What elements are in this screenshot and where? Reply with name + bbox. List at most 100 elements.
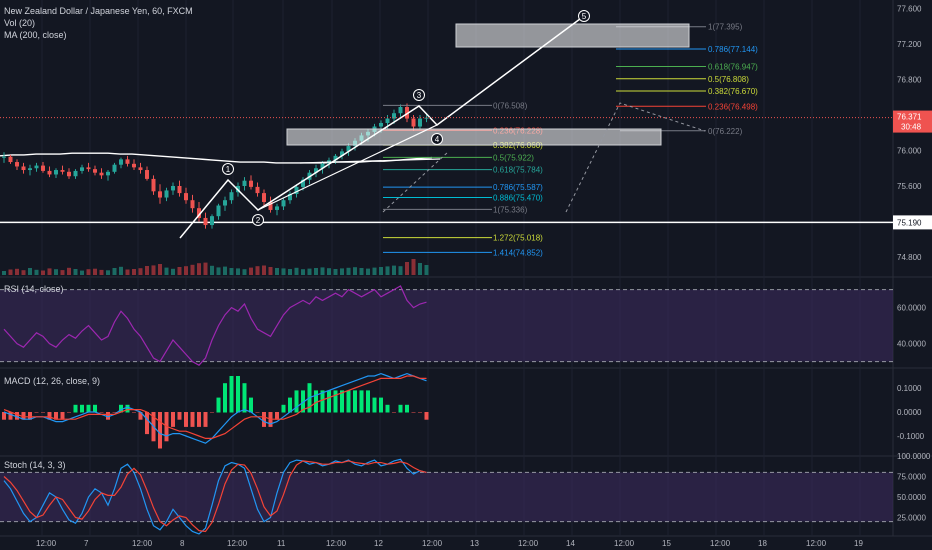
candle-body xyxy=(67,171,71,177)
candle-body xyxy=(320,163,325,169)
macd-histogram-bar xyxy=(398,404,403,413)
candle-body xyxy=(60,170,65,172)
candle-body xyxy=(34,165,39,169)
candle-body xyxy=(80,167,84,171)
macd-tick-label: 0.1000 xyxy=(897,384,922,393)
fib-level-label: 0.786(75.587) xyxy=(493,183,543,192)
fib-extension-label: 0(76.222) xyxy=(708,127,743,136)
macd-histogram-bar xyxy=(190,412,195,427)
macd-histogram-bar xyxy=(372,397,377,413)
volume-bar xyxy=(275,268,279,275)
stoch-tick-label: 75.0000 xyxy=(897,473,926,482)
fib-level-label: 1.414(74.852) xyxy=(493,248,543,257)
volume-bar xyxy=(405,262,409,275)
candle-body xyxy=(99,172,104,176)
volume-bar xyxy=(177,267,182,275)
candle-body xyxy=(275,206,279,210)
macd-histogram-bar xyxy=(80,404,84,413)
volume-bar xyxy=(281,268,286,275)
volume-bar xyxy=(359,268,364,275)
candle-body xyxy=(398,107,403,114)
candle-body xyxy=(28,168,32,171)
candle-body xyxy=(8,156,13,163)
macd-histogram-bar xyxy=(255,412,260,413)
stoch-tick-label: 100.0000 xyxy=(897,452,931,461)
candle-body xyxy=(15,162,19,167)
volume-bar xyxy=(15,268,19,275)
candle-body xyxy=(301,179,305,187)
macd-histogram-bar xyxy=(60,412,65,420)
volume-bar xyxy=(411,259,416,275)
volume-bar xyxy=(93,268,97,275)
candle-body xyxy=(2,156,6,158)
projection-dashed-line xyxy=(565,102,706,213)
volume-bar xyxy=(171,268,175,275)
ma-legend: MA (200, close) xyxy=(4,30,67,40)
candle-body xyxy=(177,186,182,194)
volume-bar xyxy=(112,268,117,275)
macd-histogram-bar xyxy=(346,390,351,413)
elliott-wave-path xyxy=(179,15,585,239)
macd-histogram-bar xyxy=(333,390,338,413)
macd-histogram-bar xyxy=(177,412,182,420)
macd-histogram-bar xyxy=(171,412,175,427)
fib-level-label: 1(75.336) xyxy=(493,205,528,214)
macd-histogram-bar xyxy=(418,412,422,413)
macd-histogram-bar xyxy=(301,390,305,413)
candle-body xyxy=(145,170,149,179)
time-tick-label: 12:00 xyxy=(36,539,57,548)
macd-histogram-bar xyxy=(99,412,104,413)
volume-bar xyxy=(99,269,104,275)
candle-body xyxy=(112,164,117,172)
fib-extension-label: 0.382(76.670) xyxy=(708,87,758,96)
candle-body xyxy=(314,168,318,173)
candle-body xyxy=(216,205,221,217)
time-tick-label: 12:00 xyxy=(710,539,731,548)
stoch-tick-label: 25.0000 xyxy=(897,514,926,523)
volume-bar xyxy=(385,266,390,275)
candle-body xyxy=(294,186,299,194)
fib-level-label: 0.886(75.470) xyxy=(493,194,543,203)
volume-bar xyxy=(80,270,84,275)
macd-histogram-bar xyxy=(405,404,409,413)
macd-histogram-bar xyxy=(86,404,91,413)
volume-bar xyxy=(2,271,6,275)
wave-label-circle xyxy=(252,214,264,226)
macd-histogram-bar xyxy=(353,390,357,413)
candle-body xyxy=(158,191,162,198)
macd-histogram-bar xyxy=(138,412,143,420)
candle-body xyxy=(86,167,91,170)
volume-bar xyxy=(229,268,234,275)
candle-body xyxy=(119,159,123,165)
candle-body xyxy=(21,166,26,171)
candle-body xyxy=(340,151,344,156)
macd-histogram-bar xyxy=(392,412,396,413)
volume-bar xyxy=(54,269,58,275)
volume-bar xyxy=(34,269,39,275)
volume-bar xyxy=(203,262,208,275)
volume-bar xyxy=(255,266,260,275)
volume-bar xyxy=(372,267,377,275)
candle-body xyxy=(333,155,338,161)
fib-level-label: 0.382(76.060) xyxy=(493,141,543,150)
macd-histogram-bar xyxy=(379,397,383,413)
candle-body xyxy=(138,167,143,171)
time-tick-label: 13 xyxy=(470,539,479,548)
macd-histogram-bar xyxy=(145,412,149,435)
fib-level-label: 1.272(75.018) xyxy=(493,234,543,243)
stoch-k-line xyxy=(3,458,427,535)
symbol-title: New Zealand Dollar / Japanese Yen, 60, F… xyxy=(4,6,193,16)
volume-bar xyxy=(301,269,305,275)
volume-bar xyxy=(138,268,143,275)
price-tick-label: 76.800 xyxy=(897,76,922,85)
candle-body xyxy=(223,200,227,206)
volume-bar xyxy=(8,269,13,275)
candle-body xyxy=(424,117,429,119)
candle-body xyxy=(255,186,260,194)
macd-histogram-bar xyxy=(125,404,130,413)
candle-body xyxy=(73,170,78,177)
candle-body xyxy=(93,169,97,173)
macd-histogram-bar xyxy=(73,404,78,413)
fib-level-label: 0.618(75.784) xyxy=(493,166,543,175)
